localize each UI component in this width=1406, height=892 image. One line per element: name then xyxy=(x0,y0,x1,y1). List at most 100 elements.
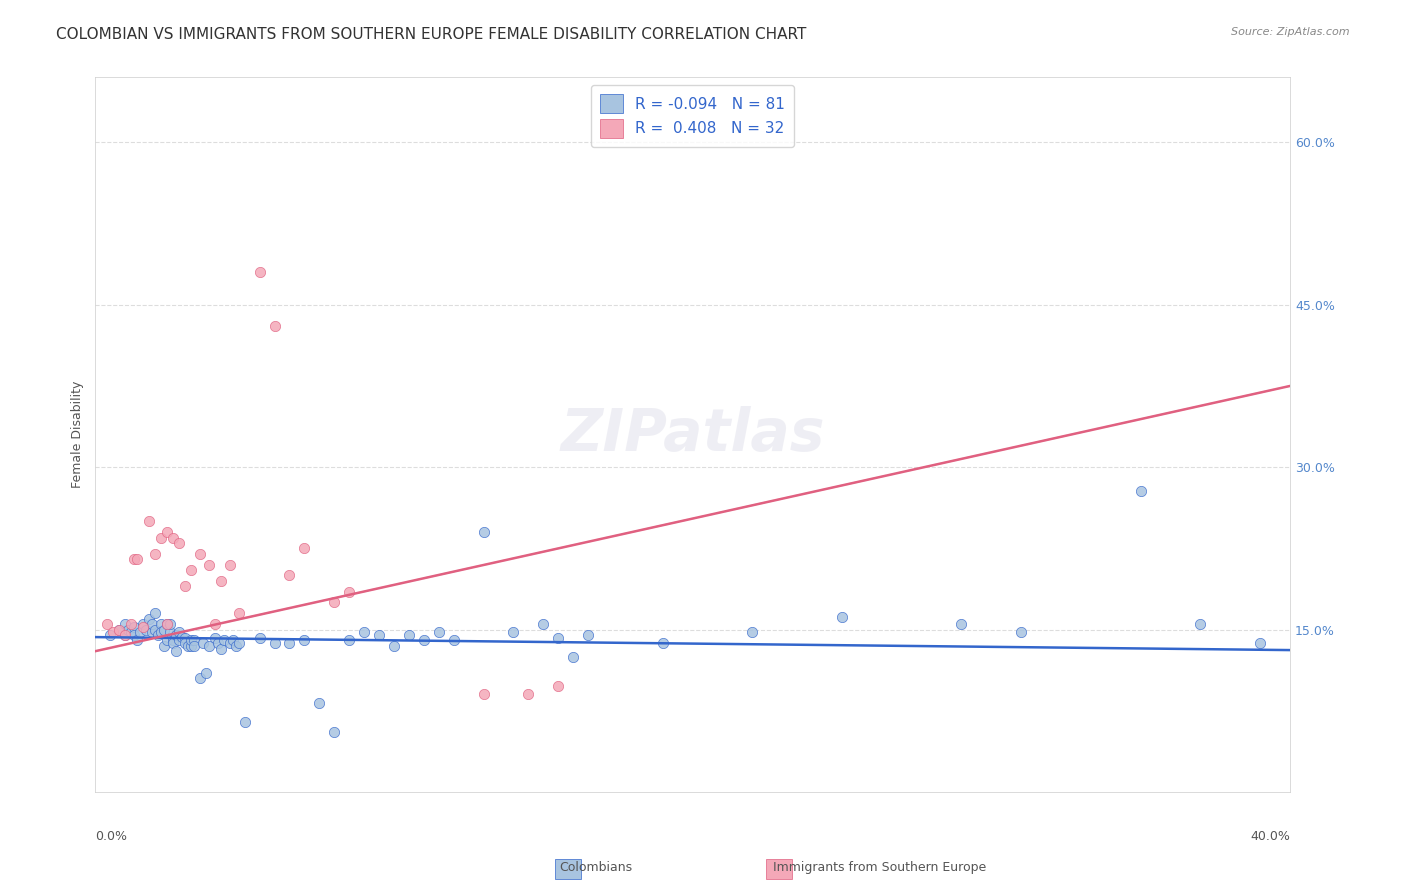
Point xyxy=(562,649,585,664)
Point xyxy=(472,525,495,540)
Point xyxy=(146,628,169,642)
Point xyxy=(114,617,136,632)
Point xyxy=(278,568,301,582)
Point xyxy=(122,620,145,634)
Point xyxy=(174,579,197,593)
Point xyxy=(323,595,346,609)
Point xyxy=(294,541,316,556)
Point xyxy=(188,547,211,561)
Point xyxy=(225,639,247,653)
Point xyxy=(443,633,465,648)
Point xyxy=(576,628,599,642)
Point xyxy=(150,617,173,632)
Point xyxy=(398,628,420,642)
Point xyxy=(531,617,554,632)
Point xyxy=(228,607,250,621)
Point xyxy=(180,563,202,577)
Point xyxy=(141,624,163,639)
Point xyxy=(143,547,166,561)
Point xyxy=(167,633,190,648)
Text: COLOMBIAN VS IMMIGRANTS FROM SOUTHERN EUROPE FEMALE DISABILITY CORRELATION CHART: COLOMBIAN VS IMMIGRANTS FROM SOUTHERN EU… xyxy=(56,27,807,42)
Point xyxy=(114,628,136,642)
Point xyxy=(108,623,131,637)
Point xyxy=(651,635,673,649)
Point xyxy=(218,558,240,572)
Point xyxy=(194,665,217,680)
Point xyxy=(159,624,181,639)
Point xyxy=(263,319,285,334)
Point xyxy=(177,639,200,653)
Point xyxy=(162,635,184,649)
Point xyxy=(191,635,214,649)
Point xyxy=(222,633,245,648)
Point xyxy=(103,624,125,639)
Point xyxy=(159,617,181,632)
Point xyxy=(337,584,360,599)
Point xyxy=(141,617,163,632)
Point xyxy=(204,617,226,632)
Point xyxy=(98,628,121,642)
Point xyxy=(153,623,176,637)
Point xyxy=(368,628,391,642)
Point xyxy=(138,514,160,528)
Text: Source: ZipAtlas.com: Source: ZipAtlas.com xyxy=(1232,27,1350,37)
Point xyxy=(120,617,142,632)
Point xyxy=(353,624,375,639)
Point xyxy=(183,633,205,648)
Point xyxy=(138,612,160,626)
Point xyxy=(174,635,197,649)
Point xyxy=(233,714,256,729)
Point xyxy=(127,633,149,648)
Point xyxy=(156,525,179,540)
Point xyxy=(228,635,250,649)
Point xyxy=(150,531,173,545)
Point xyxy=(150,624,173,639)
Point xyxy=(167,536,190,550)
Point xyxy=(1189,617,1212,632)
Point xyxy=(427,624,450,639)
Point xyxy=(129,624,152,639)
Point xyxy=(502,624,524,639)
Point xyxy=(741,624,763,639)
Point xyxy=(294,633,316,648)
Text: Colombians: Colombians xyxy=(560,861,633,874)
Point xyxy=(308,696,330,710)
Point xyxy=(114,628,136,642)
Y-axis label: Female Disability: Female Disability xyxy=(72,381,84,488)
Point xyxy=(1010,624,1032,639)
Point xyxy=(162,531,184,545)
Point xyxy=(263,635,285,649)
Legend: R = -0.094   N = 81, R =  0.408   N = 32: R = -0.094 N = 81, R = 0.408 N = 32 xyxy=(591,85,794,147)
Point xyxy=(323,725,346,739)
Point xyxy=(188,671,211,685)
Point xyxy=(162,633,184,648)
Point xyxy=(950,617,973,632)
Point xyxy=(96,617,118,632)
Point xyxy=(382,639,405,653)
Point xyxy=(180,633,202,648)
Point xyxy=(547,631,569,645)
Point xyxy=(165,628,187,642)
Point xyxy=(132,617,155,632)
Point xyxy=(143,623,166,637)
Point xyxy=(831,609,853,624)
Point xyxy=(1249,635,1271,649)
Point xyxy=(132,620,155,634)
Point xyxy=(1129,483,1152,498)
Point xyxy=(278,635,301,649)
Point xyxy=(156,617,179,632)
Point xyxy=(156,633,179,648)
Point xyxy=(108,623,131,637)
FancyBboxPatch shape xyxy=(555,859,581,879)
Point xyxy=(207,635,229,649)
Point xyxy=(547,679,569,693)
Point xyxy=(167,624,190,639)
Point xyxy=(209,574,232,588)
Point xyxy=(127,552,149,566)
Text: ZIPatlas: ZIPatlas xyxy=(561,406,825,463)
Text: 0.0%: 0.0% xyxy=(96,830,128,843)
Point xyxy=(204,631,226,645)
Point xyxy=(122,552,145,566)
Point xyxy=(218,635,240,649)
Point xyxy=(209,642,232,657)
